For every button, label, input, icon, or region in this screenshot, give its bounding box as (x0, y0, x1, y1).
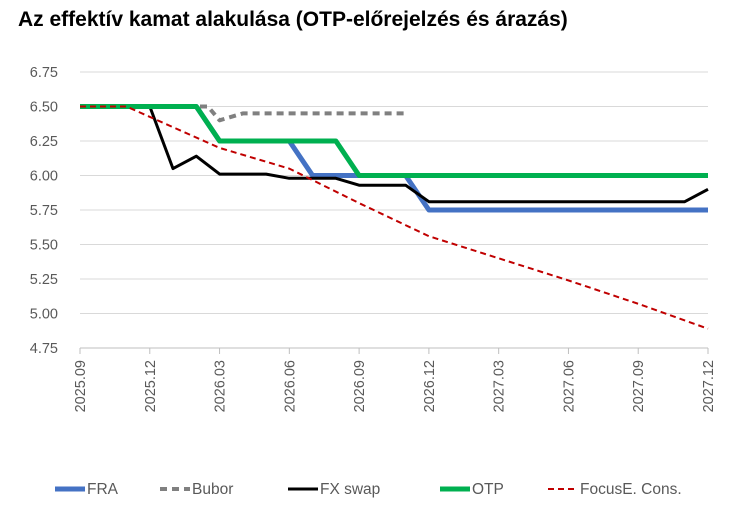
x-tick-label: 2026.09 (352, 360, 368, 412)
x-tick-label: 2027.12 (701, 360, 717, 412)
y-tick-label: 6.25 (30, 134, 58, 150)
y-tick-label: 5.25 (30, 272, 58, 288)
chart-title: Az effektív kamat alakulása (OTP-előreje… (18, 8, 568, 31)
legend: FRA Bubor FX swap OTP FocusE. Cons. (55, 481, 682, 498)
x-tick-label: 2026.06 (282, 360, 298, 412)
y-tick-label: 6.00 (30, 169, 58, 185)
series-line-focuse-cons (80, 105, 709, 330)
x-tick-label: 2026.03 (213, 360, 229, 412)
x-tick-label: 2027.06 (561, 360, 577, 412)
legend-label: Bubor (192, 481, 233, 498)
x-tick-label: 2027.03 (492, 360, 508, 412)
legend-label: OTP (472, 481, 504, 498)
legend-label: FX swap (320, 481, 380, 498)
y-tick-label: 4.75 (30, 341, 58, 357)
y-axis-ticks: 6.75 6.50 6.25 6.00 5.75 5.50 5.25 5.00 4.75 (30, 65, 58, 357)
x-tick-label: 2025.12 (143, 360, 159, 412)
series-lines (80, 104, 709, 330)
x-tick-label: 2025.09 (73, 360, 89, 412)
series-line-fra (80, 104, 708, 213)
y-tick-label: 5.50 (30, 238, 58, 254)
legend-label: FocusE. Cons. (580, 481, 682, 498)
x-axis-ticks: 2025.09 2025.12 2026.03 2026.06 2026.09 2026.… (73, 348, 717, 412)
legend-label: FRA (87, 481, 119, 498)
x-tick-label: 2027.09 (631, 360, 647, 412)
x-tick-label: 2026.12 (422, 360, 438, 412)
y-tick-label: 6.75 (30, 65, 58, 81)
series-line-fx-swap (80, 105, 709, 204)
y-tick-label: 5.75 (30, 203, 58, 219)
y-tick-label: 5.00 (30, 307, 58, 323)
series-line-otp (80, 104, 708, 178)
y-tick-label: 6.50 (30, 100, 58, 116)
